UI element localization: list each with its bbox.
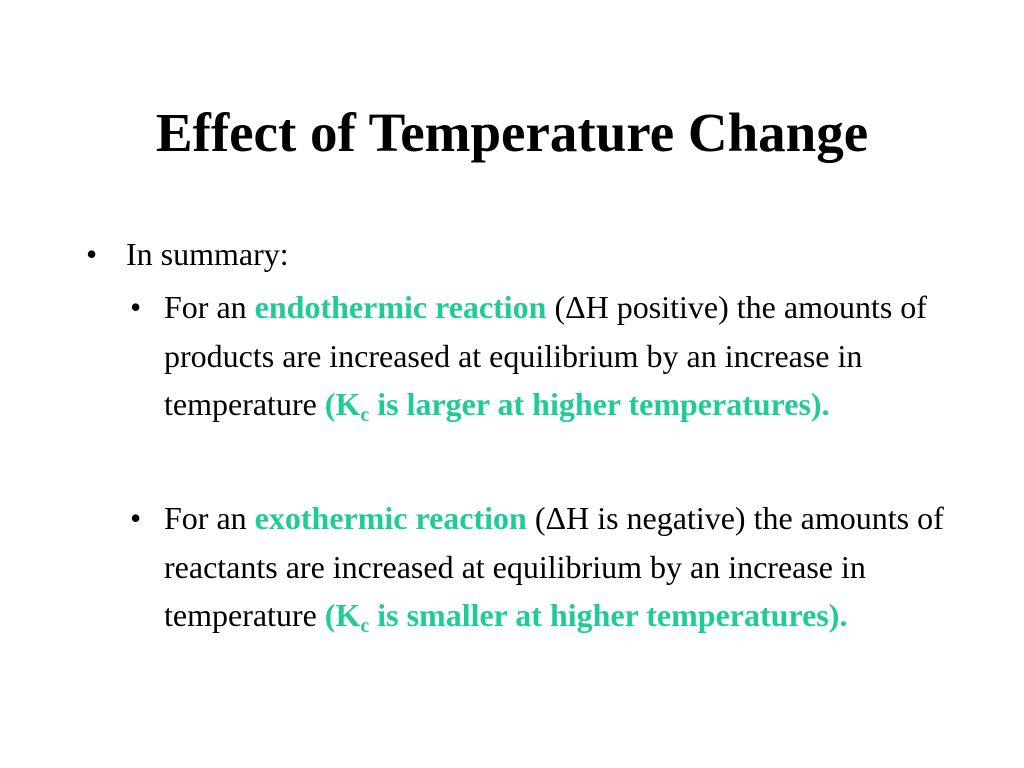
k-symbol: (K xyxy=(324,597,361,633)
item-intro: For an xyxy=(164,500,255,536)
exothermic-text: For an exothermic reaction (ΔH is negati… xyxy=(164,494,960,651)
summary-bullet: • In summary: xyxy=(86,230,289,278)
endothermic-text: For an endothermic reaction (ΔH positive… xyxy=(164,283,960,440)
k-symbol: (K xyxy=(324,386,361,422)
k-note-rest: is smaller at higher temperatures). xyxy=(369,597,848,633)
item-description: (ΔH is negative) the amounts of reactant… xyxy=(164,500,944,633)
endothermic-term: endothermic reaction xyxy=(254,289,547,325)
kc-smaller-note: (Kc is smaller at higher temperatures). xyxy=(324,597,848,637)
item-intro: For an xyxy=(164,289,255,325)
bullet-mark: • xyxy=(130,289,142,325)
exothermic-term: exothermic reaction xyxy=(254,500,527,536)
slide-title: Effect of Temperature Change xyxy=(155,102,869,163)
kc-larger-note: (Kc is larger at higher temperatures). xyxy=(324,386,830,426)
summary-label: In summary: xyxy=(126,236,289,272)
k-subscript: c xyxy=(360,404,370,426)
k-note-rest: is larger at higher temperatures). xyxy=(369,386,830,422)
k-subscript: c xyxy=(360,615,370,637)
bullet-mark: • xyxy=(130,500,142,536)
bullet-mark: • xyxy=(86,236,98,272)
endothermic-item: • For an endothermic reaction (ΔH positi… xyxy=(130,283,960,440)
item-description: (ΔH positive) the amounts of products ar… xyxy=(164,289,927,422)
exothermic-item: • For an exothermic reaction (ΔH is nega… xyxy=(130,494,960,651)
